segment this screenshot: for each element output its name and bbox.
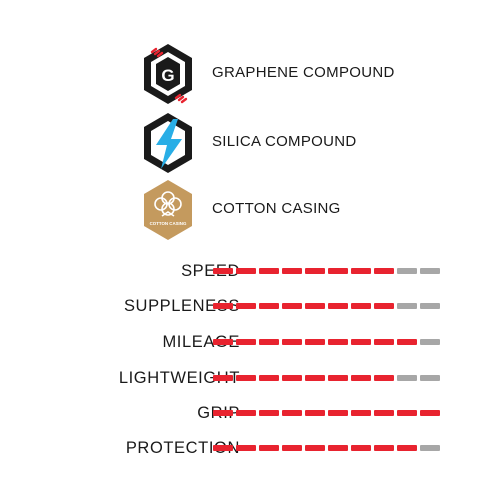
rating-segment-filled [213, 375, 233, 381]
rating-segment-filled [397, 339, 417, 345]
rating-segment-empty [420, 375, 440, 381]
rating-segment-empty [397, 303, 417, 309]
rating-segment-empty [397, 375, 417, 381]
rating-label: LIGHTWEIGHT [118, 369, 240, 387]
rating-segment-filled [351, 410, 371, 416]
rating-segment-filled [305, 339, 325, 345]
rating-segment-filled [236, 375, 256, 381]
rating-label: MILEAGE [162, 333, 240, 351]
rating-row-protection: PROTECTION [40, 438, 440, 458]
rating-segment-filled [213, 303, 233, 309]
rating-segment-filled [328, 268, 348, 274]
rating-segment-filled [374, 410, 394, 416]
rating-segment-filled [259, 303, 279, 309]
rating-segment-filled [282, 410, 302, 416]
rating-segment-filled [351, 445, 371, 451]
rating-segment-filled [374, 268, 394, 274]
rating-segment-filled [351, 303, 371, 309]
rating-segment-filled [328, 303, 348, 309]
rating-segment-filled [282, 268, 302, 274]
rating-segment-filled [236, 268, 256, 274]
graphene-g-hexagon-icon: G [144, 44, 192, 104]
rating-segment-empty [397, 268, 417, 274]
rating-segment-filled [259, 339, 279, 345]
feature-graphene-compound: G GRAPHENE COMPOUND [140, 42, 440, 106]
rating-segment-filled [374, 445, 394, 451]
rating-segment-filled [213, 268, 233, 274]
rating-bar [213, 339, 443, 345]
rating-segment-filled [374, 339, 394, 345]
feature-label: SILICA COMPOUND [212, 133, 357, 150]
cotton-badge-text: COTTON CASING [150, 221, 187, 226]
rating-segment-filled [236, 445, 256, 451]
rating-segment-filled [282, 303, 302, 309]
feature-cotton-casing: COTTON CASING COTTON CASING [140, 178, 440, 242]
rating-segment-filled [213, 410, 233, 416]
feature-label: COTTON CASING [212, 200, 341, 217]
rating-segment-filled [282, 375, 302, 381]
rating-segment-empty [420, 268, 440, 274]
rating-segment-filled [259, 410, 279, 416]
rating-segment-filled [236, 410, 256, 416]
rating-bar [213, 268, 443, 274]
rating-segment-filled [282, 339, 302, 345]
rating-segment-filled [259, 375, 279, 381]
rating-row-mileage: MILEAGE [40, 332, 440, 352]
rating-segment-empty [420, 339, 440, 345]
rating-label: SUPPLENESS [123, 297, 240, 315]
rating-bar [213, 410, 443, 416]
rating-segment-filled [328, 339, 348, 345]
rating-segment-filled [351, 375, 371, 381]
rating-segment-filled [282, 445, 302, 451]
rating-bar [213, 445, 443, 451]
rating-segment-filled [328, 410, 348, 416]
feature-label: GRAPHENE COMPOUND [212, 64, 395, 81]
rating-bar [213, 303, 443, 309]
rating-segment-empty [420, 303, 440, 309]
rating-segment-empty [420, 445, 440, 451]
rating-segment-filled [397, 445, 417, 451]
rating-segment-filled [236, 339, 256, 345]
rating-segment-filled [420, 410, 440, 416]
silica-lightning-hexagon-icon [144, 113, 192, 173]
rating-row-lightweight: LIGHTWEIGHT [40, 368, 440, 388]
rating-bar [213, 375, 443, 381]
rating-segment-filled [305, 303, 325, 309]
rating-segment-filled [351, 339, 371, 345]
rating-row-suppleness: SUPPLENESS [40, 296, 440, 316]
rating-segment-filled [259, 268, 279, 274]
rating-segment-filled [213, 339, 233, 345]
rating-segment-filled [328, 445, 348, 451]
rating-segment-filled [305, 375, 325, 381]
feature-silica-compound: SILICA COMPOUND [140, 111, 440, 175]
rating-segment-filled [259, 445, 279, 451]
rating-segment-filled [305, 445, 325, 451]
rating-segment-filled [305, 268, 325, 274]
rating-segment-filled [328, 375, 348, 381]
rating-row-speed: SPEED [40, 261, 440, 281]
cotton-flower-hexagon-icon: COTTON CASING [144, 180, 192, 240]
graphene-badge-letter: G [161, 66, 174, 85]
rating-segment-filled [305, 410, 325, 416]
rating-segment-filled [213, 445, 233, 451]
rating-segment-filled [374, 303, 394, 309]
rating-segment-filled [351, 268, 371, 274]
rating-segment-filled [236, 303, 256, 309]
rating-label: SPEED [181, 262, 240, 280]
rating-segment-filled [374, 375, 394, 381]
rating-row-grip: GRIP [40, 403, 440, 423]
rating-label: PROTECTION [125, 439, 240, 457]
rating-segment-filled [397, 410, 417, 416]
